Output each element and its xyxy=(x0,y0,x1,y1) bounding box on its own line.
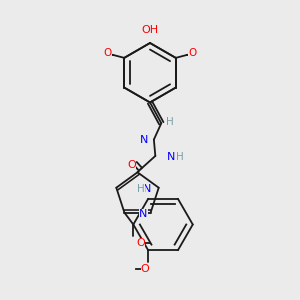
Text: N: N xyxy=(167,152,176,162)
Text: H: H xyxy=(176,152,183,162)
Text: O: O xyxy=(127,160,136,170)
Text: N: N xyxy=(143,184,151,194)
Text: OH: OH xyxy=(141,25,159,34)
Text: O: O xyxy=(104,47,112,58)
Text: O: O xyxy=(188,47,196,58)
Text: H: H xyxy=(137,184,145,194)
Text: O: O xyxy=(141,264,150,274)
Text: O: O xyxy=(136,238,145,248)
Text: N: N xyxy=(140,135,148,145)
Text: N: N xyxy=(139,209,148,219)
Text: H: H xyxy=(166,117,174,127)
